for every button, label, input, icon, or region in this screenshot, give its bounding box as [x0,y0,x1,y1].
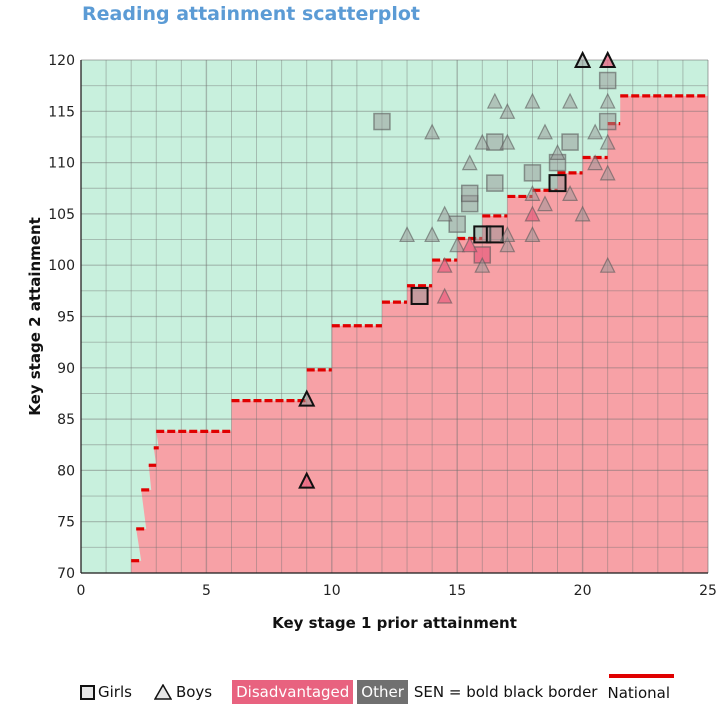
point-boy [449,236,466,253]
legend-national-label: National [607,684,670,702]
chart-title: Reading attainment scatterplot [82,3,421,25]
point-boy [486,92,503,109]
legend-girls-label: Girls [98,683,132,701]
point-boy [499,236,516,253]
point-girl [523,164,542,182]
x-tick-label: 25 [699,583,717,599]
x-tick-label: 20 [574,583,592,599]
point-boy [424,226,441,243]
point-boy [399,226,416,243]
point-girl [373,112,391,131]
point-boy [537,123,553,140]
y-tick-label: 90 [57,361,75,377]
point-girl [460,184,479,203]
point-boy [524,205,541,222]
point-boy [599,164,616,181]
point-boy [599,50,617,68]
y-tick-label: 85 [57,412,75,428]
x-tick-label: 15 [448,583,466,599]
below-national-region [131,95,708,573]
point-girl [485,225,504,244]
point-girl [486,133,504,151]
legend-sen: SEN = bold black border [414,683,598,701]
point-girl [410,286,429,305]
point-boy [524,226,541,243]
y-axis-label: Key stage 2 attainment [26,217,44,416]
legend-other: Other [357,680,408,704]
legend-boys-label: Boys [175,683,213,701]
y-tick-label: 95 [57,310,75,326]
point-boy [436,205,453,222]
point-girl [598,112,617,131]
legend: Girls Boys Disadvantaged Other SEN = bol… [80,674,674,705]
point-boy [474,133,491,150]
scatter-plot: 0 5 10 15 20 25 70 75 80 85 90 95 100 105 110 115 120 Key… [26,50,717,632]
x-tick-label: 10 [323,583,341,599]
x-tick-label: 0 [77,583,86,599]
y-tick-label: 120 [48,53,75,69]
y-tick-label: 110 [48,156,75,172]
y-tick-label: 100 [48,258,75,274]
point-boy [436,256,453,273]
point-girl [486,174,504,192]
legend-girls: Girls [80,683,132,701]
point-boy [474,256,491,273]
point-girl [448,215,466,233]
point-boy [524,92,541,109]
point-boy [499,226,516,243]
point-girl [561,133,579,151]
legend-disadvantaged-badge: Disadvantaged [232,680,354,704]
legend-disadvantaged: Disadvantaged [232,680,354,704]
point-boy [298,389,316,407]
national-line-icon [609,674,674,678]
point-boy [499,102,516,119]
point-boy [574,205,591,222]
y-tick-label: 70 [57,566,75,582]
legend-boys: Boys [153,683,213,701]
point-boy [573,50,592,68]
square-marker-icon [80,684,95,700]
legend-national: National [607,674,674,702]
y-tick-label: 75 [57,515,75,531]
point-boy [549,143,566,160]
point-girl [598,71,617,90]
point-boy [587,123,604,140]
point-boy [599,92,616,109]
point-boy [587,154,604,171]
point-boy [461,236,478,253]
triangle-marker-icon [153,684,172,700]
point-boy [436,287,453,304]
point-boy [599,256,616,273]
point-girl [548,174,567,193]
point-boy [524,185,541,201]
y-tick-label: 115 [48,104,75,120]
y-tick-label: 80 [57,463,75,479]
point-boy [424,123,441,140]
legend-other-badge: Other [357,680,408,704]
y-tick-label: 105 [48,207,75,223]
point-boy [562,92,579,109]
grid [80,59,709,574]
point-boy [599,133,616,150]
point-boy [499,133,516,150]
point-boy [537,195,553,212]
x-axis-label: Key stage 1 prior attainment [272,614,517,632]
legend-sen-label: SEN = bold black border [413,683,598,701]
point-boy [461,154,478,171]
point-boy [562,185,579,201]
x-tick-label: 5 [202,583,211,599]
point-boy [298,471,316,489]
